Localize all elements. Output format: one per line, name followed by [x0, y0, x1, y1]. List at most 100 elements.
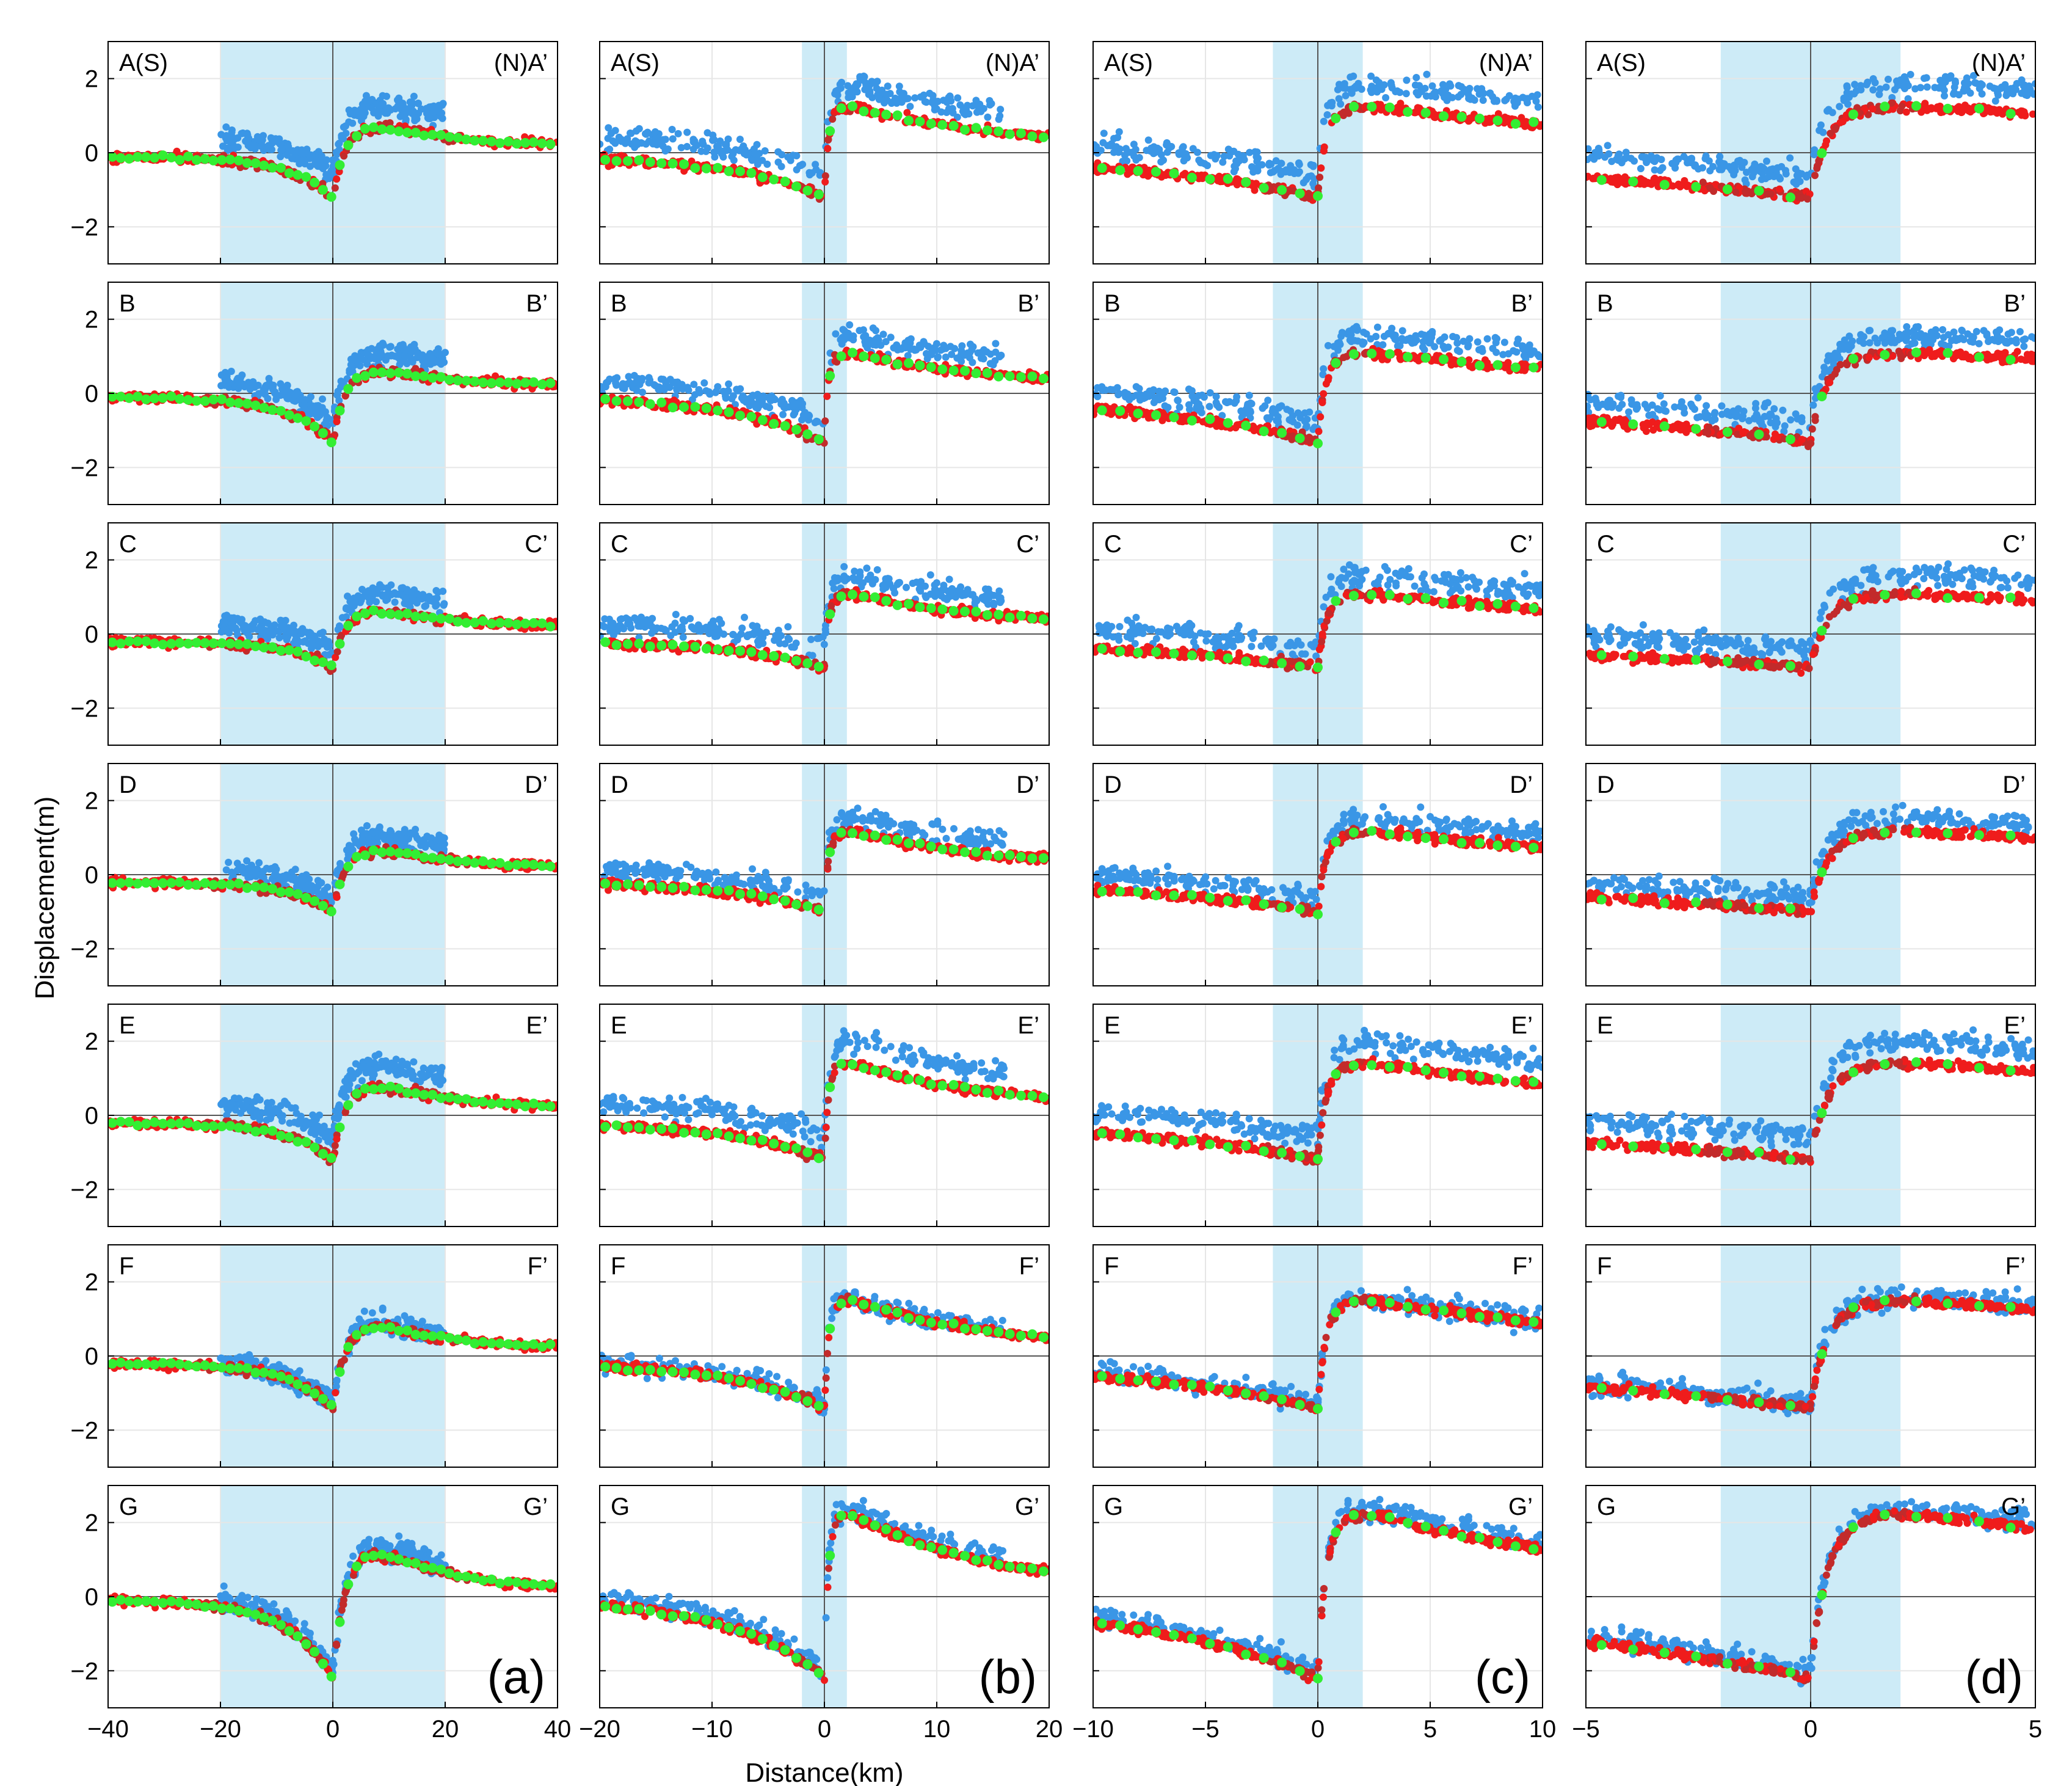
blue-data-point	[774, 158, 782, 166]
green-data-point	[124, 1117, 134, 1127]
green-data-point	[183, 1598, 194, 1609]
green-data-point	[108, 392, 117, 402]
green-data-point	[486, 619, 496, 629]
blue-data-point	[257, 142, 265, 150]
blue-data-point	[703, 129, 711, 137]
y-tick-label: 0	[85, 1584, 98, 1611]
blue-data-point	[291, 877, 299, 884]
green-data-point	[545, 861, 556, 872]
red-data-point	[333, 648, 341, 656]
red-data-point	[340, 870, 347, 878]
green-data-point	[175, 1359, 185, 1369]
green-data-point	[242, 158, 252, 168]
green-data-point	[124, 1360, 134, 1370]
blue-data-point	[264, 635, 272, 643]
profile-start-label: F	[119, 1253, 134, 1280]
green-data-point	[310, 1388, 320, 1399]
red-data-point	[333, 894, 341, 901]
blue-data-point	[255, 859, 263, 867]
green-data-point	[470, 618, 480, 628]
green-data-point	[326, 1153, 336, 1163]
blue-data-point	[349, 119, 357, 127]
blue-data-point	[432, 844, 440, 852]
green-data-point	[267, 162, 278, 173]
blue-data-point	[437, 1067, 445, 1075]
green-data-point	[166, 1118, 176, 1129]
blue-data-point	[709, 136, 716, 144]
green-data-point	[275, 1371, 286, 1382]
blue-data-point	[368, 1309, 376, 1317]
blue-data-point	[217, 382, 225, 390]
blue-data-point	[227, 614, 235, 622]
green-data-point	[495, 1338, 505, 1349]
blue-data-point	[408, 101, 416, 109]
y-tick-label: 0	[85, 1103, 98, 1129]
blue-data-point	[398, 1062, 405, 1070]
blue-data-point	[360, 1307, 368, 1315]
blue-data-point	[404, 1542, 412, 1550]
x-tick-label: −20	[200, 1716, 241, 1743]
green-data-point	[520, 137, 531, 148]
green-data-point	[141, 152, 151, 162]
scatter-points	[108, 1532, 558, 1682]
blue-data-point	[368, 1059, 376, 1067]
green-data-point	[419, 1562, 429, 1573]
green-data-point	[208, 1601, 219, 1611]
green-data-point	[318, 1658, 328, 1669]
green-data-point	[453, 1334, 463, 1344]
green-data-point	[352, 1561, 362, 1572]
blue-data-point	[421, 602, 429, 610]
blue-data-point	[369, 584, 377, 592]
green-data-point	[217, 1121, 227, 1131]
green-data-point	[402, 1325, 412, 1336]
green-data-point	[208, 638, 219, 649]
green-data-point	[427, 1090, 438, 1100]
y-tick-label: −2	[70, 936, 98, 963]
blue-data-point	[247, 384, 255, 392]
green-data-point	[217, 1603, 227, 1614]
blue-data-point	[323, 643, 331, 651]
blue-data-point	[703, 144, 711, 152]
blue-data-point	[421, 1073, 429, 1081]
green-data-point	[461, 1094, 471, 1104]
blue-data-point	[318, 879, 325, 887]
green-data-point	[335, 879, 345, 889]
blue-data-point	[628, 140, 636, 148]
green-data-point	[470, 858, 480, 868]
blue-data-point	[384, 352, 391, 360]
green-data-point	[360, 850, 370, 861]
blue-data-point	[357, 1318, 365, 1326]
blue-data-point	[789, 151, 797, 159]
green-data-point	[394, 368, 404, 377]
green-data-point	[293, 1137, 303, 1147]
blue-data-point	[383, 92, 390, 100]
green-data-point	[520, 377, 531, 388]
green-data-point	[461, 1335, 471, 1346]
green-data-point	[394, 126, 404, 137]
green-data-point	[512, 1577, 522, 1587]
green-data-point	[175, 394, 185, 404]
profile-start-label: B	[119, 290, 136, 317]
blue-data-point	[349, 1324, 357, 1332]
y-tick-label: 0	[85, 1343, 98, 1370]
green-data-point	[343, 621, 354, 631]
blue-data-point	[306, 629, 313, 636]
green-data-point	[503, 136, 514, 147]
blue-data-point	[363, 822, 371, 829]
blue-data-point	[275, 634, 283, 642]
green-data-point	[444, 855, 454, 865]
green-data-point	[242, 1123, 252, 1133]
green-data-point	[545, 1101, 556, 1112]
blue-data-point	[873, 78, 881, 86]
blue-data-point	[812, 166, 820, 173]
y-tick-label: −2	[70, 1417, 98, 1444]
blue-data-point	[668, 126, 676, 133]
blue-data-point	[301, 637, 309, 645]
green-data-point	[326, 906, 336, 917]
green-data-point	[275, 1131, 286, 1141]
blue-data-point	[217, 131, 225, 139]
blue-data-point	[246, 873, 254, 881]
green-data-point	[537, 1580, 547, 1591]
green-data-point	[402, 1558, 412, 1568]
green-data-point	[158, 1598, 168, 1608]
